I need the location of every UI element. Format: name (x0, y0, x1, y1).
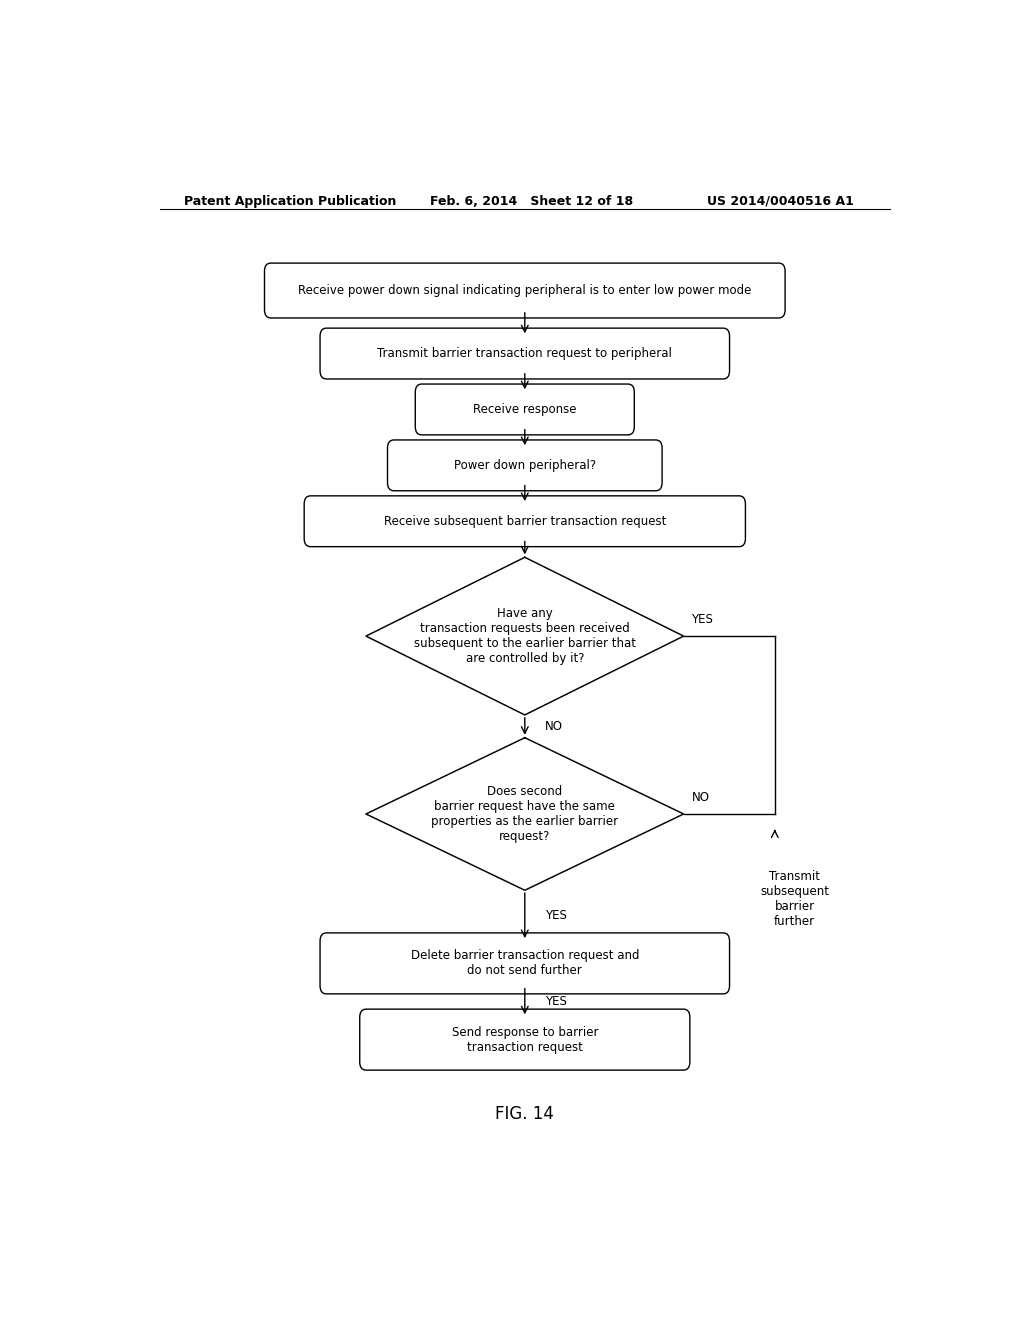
Text: NO: NO (545, 719, 562, 733)
FancyBboxPatch shape (304, 496, 745, 546)
Text: Send response to barrier
transaction request: Send response to barrier transaction req… (452, 1026, 598, 1053)
Text: Have any
transaction requests been received
subsequent to the earlier barrier th: Have any transaction requests been recei… (414, 607, 636, 665)
Text: FIG. 14: FIG. 14 (496, 1105, 554, 1123)
Text: YES: YES (691, 612, 714, 626)
Polygon shape (367, 557, 684, 715)
Text: YES: YES (545, 909, 566, 923)
Text: Transmit barrier transaction request to peripheral: Transmit barrier transaction request to … (378, 347, 672, 360)
Text: Delete barrier transaction request and
do not send further: Delete barrier transaction request and d… (411, 949, 639, 977)
Text: Feb. 6, 2014   Sheet 12 of 18: Feb. 6, 2014 Sheet 12 of 18 (430, 194, 633, 207)
Text: Receive subsequent barrier transaction request: Receive subsequent barrier transaction r… (384, 515, 666, 528)
Text: Receive response: Receive response (473, 403, 577, 416)
Text: NO: NO (691, 791, 710, 804)
Text: Power down peripheral?: Power down peripheral? (454, 459, 596, 471)
Text: Patent Application Publication: Patent Application Publication (183, 194, 396, 207)
Text: US 2014/0040516 A1: US 2014/0040516 A1 (708, 194, 854, 207)
FancyBboxPatch shape (416, 384, 634, 434)
FancyBboxPatch shape (321, 933, 729, 994)
Text: Receive power down signal indicating peripheral is to enter low power mode: Receive power down signal indicating per… (298, 284, 752, 297)
FancyBboxPatch shape (359, 1008, 690, 1071)
Text: YES: YES (545, 995, 566, 1008)
FancyBboxPatch shape (321, 329, 729, 379)
Text: Does second
barrier request have the same
properties as the earlier barrier
requ: Does second barrier request have the sam… (431, 785, 618, 843)
Polygon shape (367, 738, 684, 890)
FancyBboxPatch shape (264, 263, 785, 318)
FancyBboxPatch shape (387, 440, 663, 491)
Text: Transmit
subsequent
barrier
further: Transmit subsequent barrier further (760, 870, 829, 928)
